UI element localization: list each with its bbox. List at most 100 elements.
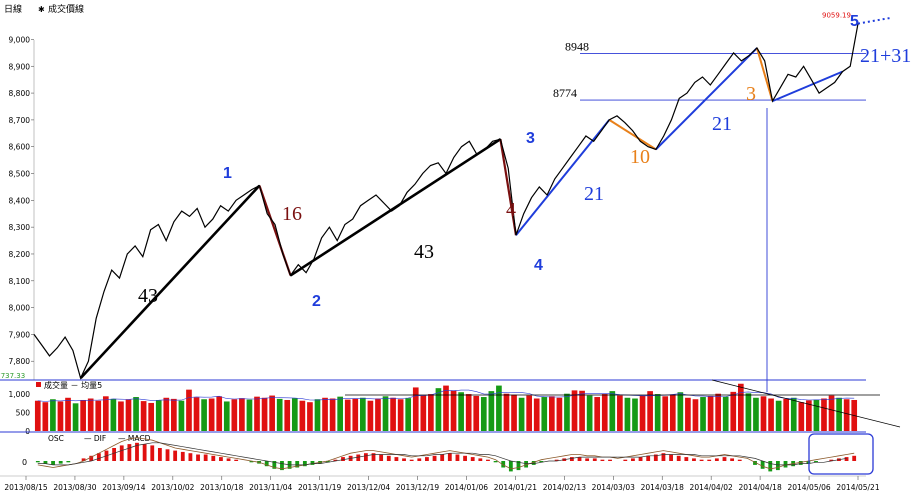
osc-bar: [43, 461, 48, 464]
date-tick-label: 2014/02/13: [543, 483, 586, 492]
volume-bar: [254, 396, 260, 431]
volume-bar: [208, 398, 215, 431]
osc-bar: [844, 457, 849, 461]
series-bullet-icon: ✱: [38, 5, 45, 14]
volume-bar: [412, 387, 419, 431]
volume-bar: [685, 397, 691, 431]
price-tick-label: 8,000: [9, 304, 31, 313]
volume-bar: [314, 399, 321, 431]
volume-bar: [533, 398, 540, 431]
volume-bar: [291, 398, 298, 431]
price-tick-label: 8,500: [9, 170, 31, 179]
osc-histogram: [35, 442, 857, 472]
volume-average-line: [37, 389, 855, 402]
volume-bar: [556, 397, 563, 431]
osc-bar: [501, 461, 506, 468]
volume-bar: [700, 397, 706, 431]
osc-bar: [707, 459, 712, 461]
osc-bar: [814, 461, 818, 463]
price-axis: 9,000 8,900 8,800 8,700 8,600 8,500 8,400 8,300…: [9, 35, 34, 366]
volume-bar: [790, 397, 797, 431]
osc-bar: [272, 461, 277, 469]
osc-bar: [440, 454, 445, 461]
price-tick-label: 7,800: [9, 357, 31, 366]
osc-bar: [676, 455, 681, 461]
volume-bar: [647, 391, 653, 431]
volume-bar: [186, 389, 192, 431]
series-label: 成交價線: [48, 3, 84, 15]
volume-bar: [216, 396, 223, 431]
wave-projection: [857, 17, 891, 25]
date-axis: 2013/08/15 2013/08/30 2013/09/14 2013/10/02…: [4, 476, 880, 492]
osc-bar: [455, 454, 460, 461]
osc-bar: [432, 455, 437, 461]
volume-bar: [140, 401, 147, 431]
leg-count-label: 4: [506, 199, 516, 221]
wave-number-label: 3: [526, 130, 535, 147]
osc-bar: [531, 461, 536, 465]
volume-bar: [654, 394, 661, 431]
volume-bar: [843, 399, 850, 431]
date-tick-label: 2014/04/02: [690, 483, 733, 492]
volume-bar: [231, 399, 238, 431]
wave-number-label: 2: [312, 293, 321, 310]
volume-bar: [632, 398, 638, 431]
volume-bar: [34, 400, 41, 431]
osc-bar: [623, 459, 628, 461]
volume-bar: [102, 396, 109, 431]
osc-bar: [142, 444, 147, 461]
volume-tick-label: 1,000: [9, 390, 31, 399]
osc-bar: [669, 454, 673, 461]
volume-bar: [828, 395, 835, 431]
volume-bar: [669, 394, 676, 431]
osc-bar: [302, 461, 307, 467]
wave-legs: [79, 17, 891, 380]
volume-bar: [813, 399, 820, 431]
wave-number-label: 4: [534, 257, 543, 274]
volume-tick-label: 500: [16, 409, 31, 418]
date-tick-label: 2014/05/06: [787, 483, 830, 492]
volume-bar: [526, 395, 532, 431]
volume-bar: [110, 398, 117, 431]
volume-bar: [465, 394, 472, 431]
volume-bar: [450, 390, 457, 431]
osc-bar: [600, 459, 605, 461]
volume-bar: [299, 400, 306, 431]
osc-bar: [592, 458, 597, 461]
osc-bar: [89, 455, 94, 461]
osc-bar: [493, 461, 498, 463]
volume-bar: [269, 395, 275, 431]
volume-bar: [586, 395, 593, 431]
osc-bar: [35, 461, 40, 463]
osc-bar: [310, 461, 315, 465]
date-tick-label: 2013/12/04: [347, 483, 390, 492]
osc-bar: [333, 459, 338, 461]
osc-bar: [325, 461, 330, 463]
osc-bar: [371, 453, 376, 461]
volume-bar: [571, 390, 578, 431]
osc-bar: [157, 448, 162, 461]
osc-bar: [173, 450, 178, 461]
wave-leg: [608, 119, 657, 151]
volume-bar: [601, 394, 608, 431]
volume-bar: [360, 397, 366, 431]
volume-bar: [692, 399, 699, 431]
volume-decline-line: [711, 379, 901, 428]
osc-bar: [135, 442, 139, 461]
volume-bar: [715, 393, 721, 431]
resistance-label: 8948: [565, 39, 589, 53]
osc-bar: [219, 457, 223, 461]
osc-bar: [363, 453, 368, 461]
volume-bar: [284, 399, 291, 431]
osc-bar: [585, 458, 590, 461]
volume-bar: [223, 401, 230, 431]
volume-bar: [42, 402, 49, 431]
wave-number-label: 1: [223, 165, 232, 182]
leg-count-label: 10: [630, 146, 650, 168]
wave-leg: [755, 47, 774, 102]
date-tick-label: 2014/05/21: [836, 483, 879, 492]
wave-leg: [79, 184, 261, 380]
volume-bar: [337, 396, 343, 431]
volume-bar: [246, 399, 253, 431]
volume-bar: [624, 397, 631, 431]
